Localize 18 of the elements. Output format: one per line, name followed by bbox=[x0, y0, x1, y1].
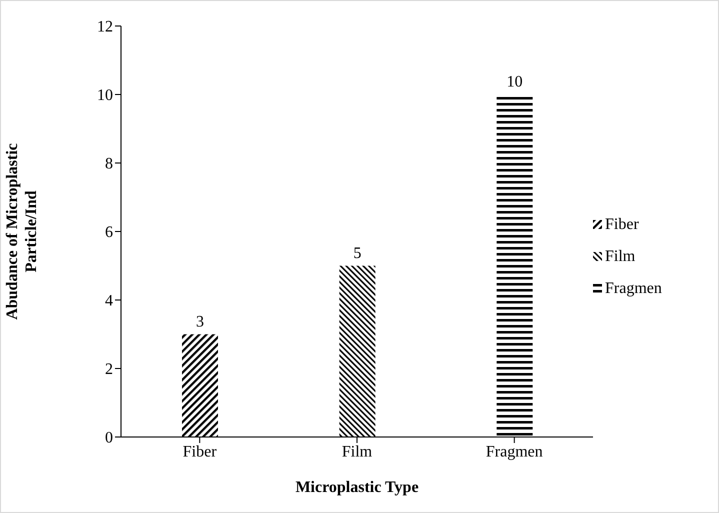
legend-label: Fiber bbox=[605, 216, 639, 234]
y-tick-label: 2 bbox=[105, 361, 113, 378]
y-tick-label: 6 bbox=[105, 224, 113, 242]
x-tick-label: Fragmen bbox=[486, 443, 543, 460]
legend-label: Fragmen bbox=[605, 280, 662, 298]
x-tick-label: Film bbox=[342, 443, 373, 460]
y-tick-label: 4 bbox=[105, 292, 113, 310]
data-label: 10 bbox=[506, 74, 523, 90]
y-tick-label: 10 bbox=[97, 87, 113, 104]
y-tick-label: 0 bbox=[105, 430, 113, 447]
legend-label: Film bbox=[605, 248, 636, 266]
y-tick-label: 12 bbox=[97, 18, 113, 36]
x-tick-label: Fiber bbox=[182, 443, 218, 460]
data-label: 5 bbox=[353, 244, 362, 262]
y-tick-label: 8 bbox=[105, 156, 113, 173]
x-axis-title: Microplastic Type bbox=[295, 479, 419, 496]
y-axis-title: Abudance of Microplastic Particle/Ind bbox=[4, 143, 40, 320]
data-label: 3 bbox=[196, 313, 204, 330]
